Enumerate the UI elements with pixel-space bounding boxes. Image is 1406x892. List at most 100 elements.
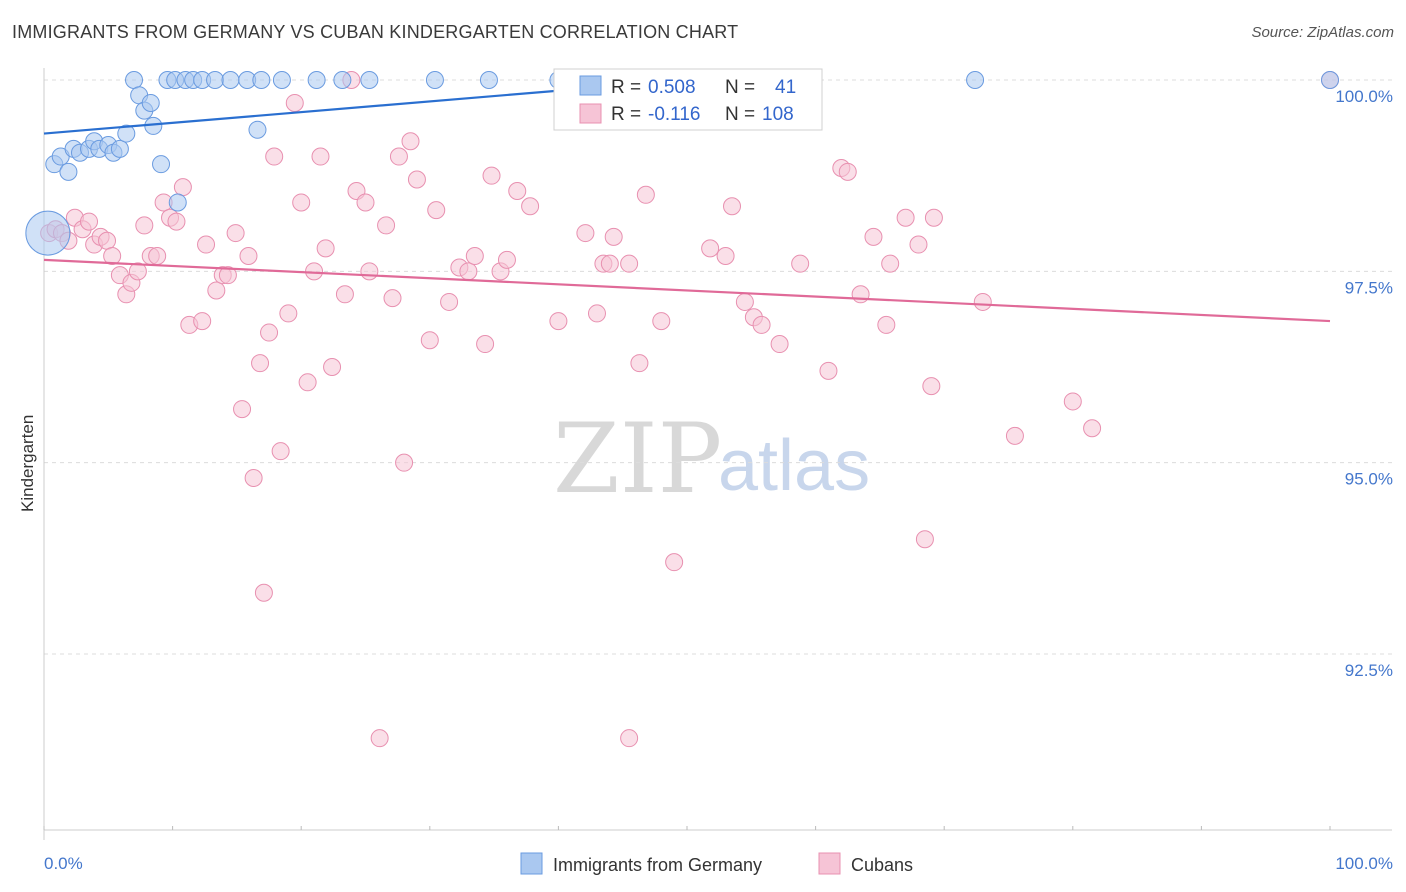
stats-n-label-cubans: N = [725,104,755,125]
legend-swatch-cubans [818,852,841,875]
data-point-cubans [135,216,154,235]
data-point-cubans [395,453,414,472]
data-point-cubans [383,289,402,308]
data-point-cubans [922,377,941,396]
data-point-germany [141,93,160,112]
data-point-cubans [233,400,252,419]
data-point-cubans [265,147,284,166]
data-point-cubans [476,335,495,354]
data-point-cubans [193,312,212,331]
y-tick-label: 97.5% [1345,278,1393,297]
data-point-cubans [80,212,99,231]
data-point-cubans [356,193,375,212]
data-point-cubans [877,315,896,334]
data-point-cubans [285,93,304,112]
data-point-germany [25,210,71,256]
data-point-cubans [770,335,789,354]
data-point-cubans [239,247,258,266]
data-point-cubans [604,227,623,246]
data-point-germany [966,71,985,89]
data-point-cubans [482,166,501,185]
data-point-cubans [197,235,216,254]
data-point-germany [248,120,267,139]
x-tick-label: 100.0% [1335,854,1393,873]
stats-legend-swatch-germany [579,75,602,96]
data-point-cubans [735,292,754,311]
data-point-cubans [549,312,568,331]
axes [43,68,1392,840]
data-point-cubans [838,162,857,181]
data-point-cubans [973,292,992,311]
data-point-cubans [620,254,639,273]
data-point-cubans [909,235,928,254]
data-point-cubans [864,227,883,246]
stats-n-label-germany: N = [725,77,755,98]
y-tick-labels: 100.0% 97.5% 95.0% 92.5% [1335,87,1393,680]
series-legend: Immigrants from Germany Cubans [520,852,913,875]
data-point-cubans [173,178,192,197]
stats-legend-swatch-cubans [579,103,602,124]
data-point-germany [206,71,225,89]
data-point-germany [333,71,352,89]
data-point-cubans [630,354,649,373]
data-point-cubans [1005,426,1024,445]
data-point-cubans [924,208,943,227]
data-point-cubans [260,323,279,342]
data-point-germany [307,71,326,89]
data-point-cubans [497,250,516,269]
data-point-cubans [851,285,870,304]
stats-r-value-germany: 0.508 [648,77,696,98]
data-point-germany [252,71,271,89]
data-point-germany [221,71,240,89]
legend-label-cubans: Cubans [851,855,913,875]
data-point-cubans [701,239,720,258]
data-point-germany [479,71,498,89]
data-point-cubans [251,354,270,373]
data-point-cubans [298,373,317,392]
data-point-cubans [98,231,117,250]
data-point-cubans [316,239,335,258]
data-point-cubans [292,193,311,212]
data-point-germany [360,71,379,89]
data-point-cubans [335,285,354,304]
data-point-cubans [103,247,122,266]
data-point-cubans [167,212,186,231]
stats-n-value-germany: 41 [775,77,796,98]
data-point-cubans [407,170,426,189]
data-point-cubans [896,208,915,227]
data-point-cubans [459,262,478,281]
stats-r-value-cubans: -0.116 [648,104,700,125]
data-point-cubans [521,197,540,216]
data-point-cubans [723,197,742,216]
data-point-cubans [752,315,771,334]
data-point-cubans [665,553,684,572]
data-point-germany [125,71,144,89]
x-tick-labels: 0.0% 100.0% [44,854,1393,873]
x-tick-label: 0.0% [44,854,83,873]
data-point-cubans [652,312,671,331]
data-point-cubans [465,247,484,266]
data-point-cubans [279,304,298,323]
data-point-cubans [254,583,273,602]
data-point-cubans [226,224,245,243]
data-point-cubans [881,254,900,273]
legend-label-germany: Immigrants from Germany [553,855,762,875]
data-point-cubans [128,262,147,281]
series-cubans [40,71,1339,748]
source-credit: Source: ZipAtlas.com [1251,24,1394,41]
stats-r-label-germany: R = [611,77,641,98]
data-point-cubans [244,468,263,487]
data-point-cubans [636,185,655,204]
data-point-cubans [377,216,396,235]
data-point-germany [425,71,444,89]
data-point-germany [110,139,129,158]
stats-n-value-cubans: 108 [762,104,794,125]
data-point-cubans [576,224,595,243]
data-point-cubans [508,181,527,200]
data-point-cubans [311,147,330,166]
data-point-cubans [587,304,606,323]
data-point-germany [117,124,136,143]
y-axis-title: Kindergarten [18,415,37,512]
data-point-cubans [370,729,389,748]
